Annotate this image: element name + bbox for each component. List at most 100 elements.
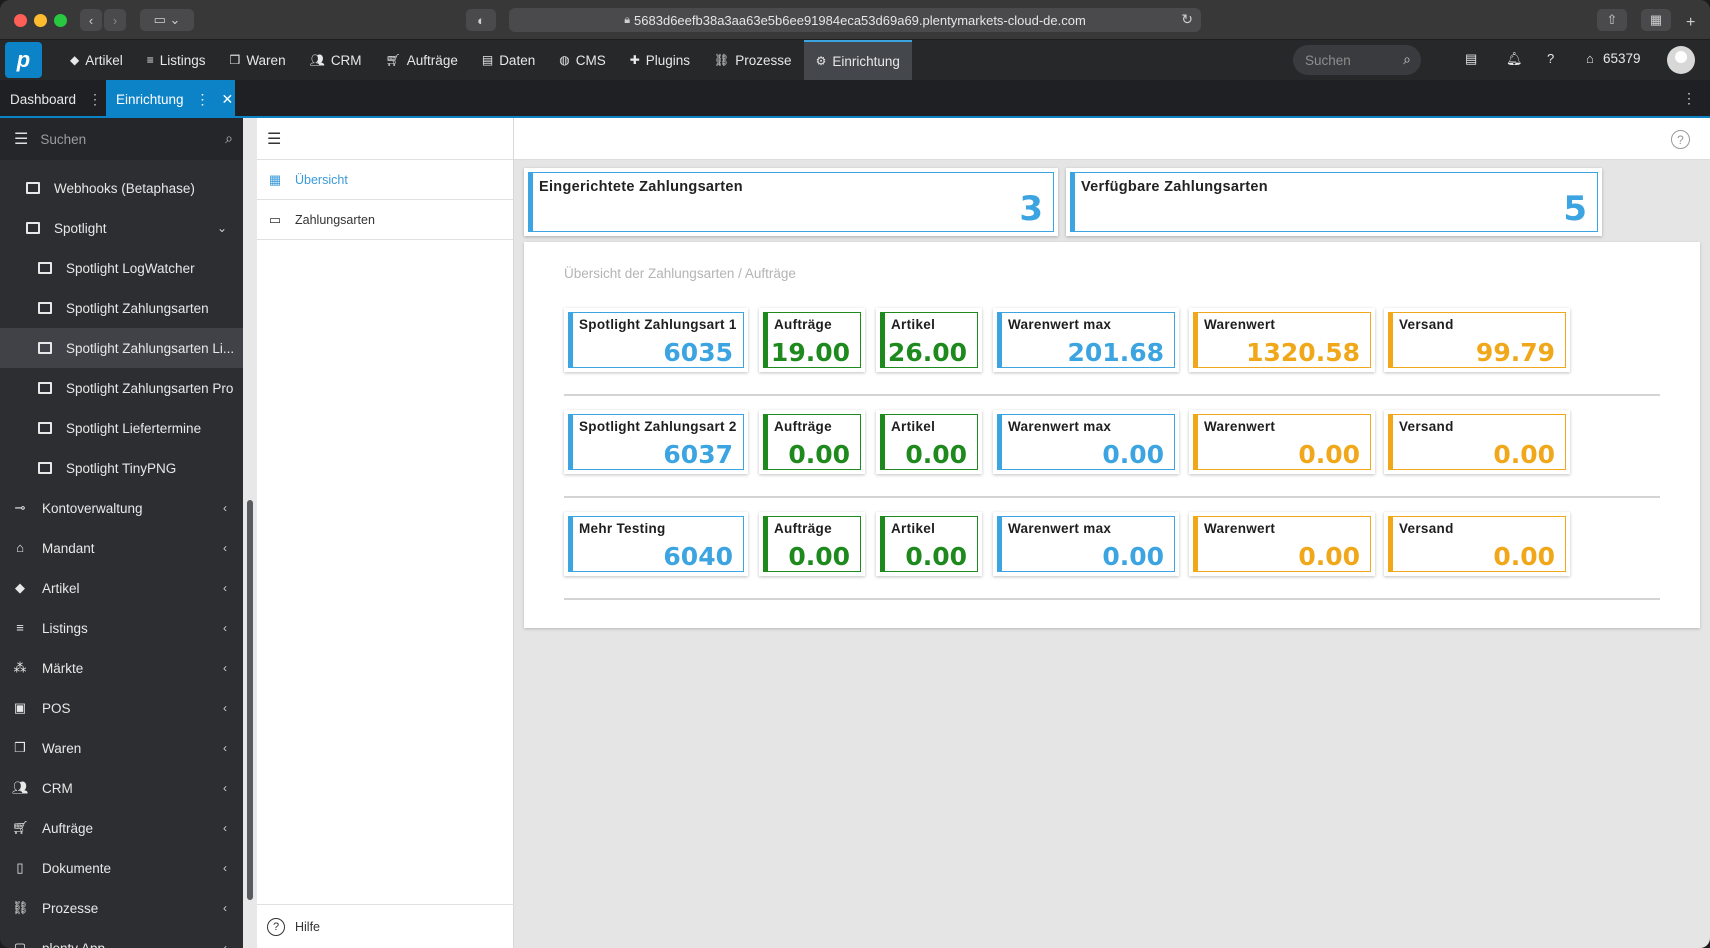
help-icon[interactable]: ? <box>1547 51 1555 66</box>
topnav-item-cms[interactable]: ◍ CMS <box>547 40 617 80</box>
topnav-item-waren[interactable]: ❒ Waren <box>218 40 298 80</box>
more-options-icon[interactable]: ⋮ <box>1682 90 1696 106</box>
back-icon[interactable]: ‹ <box>80 9 102 31</box>
top-search-input[interactable]: Suchen ⌕ <box>1293 45 1421 75</box>
topnav-item-label: Artikel <box>85 52 123 68</box>
sidebar-item-spotlight-logwatcher[interactable]: Spotlight LogWatcher <box>0 248 243 288</box>
stat-card-title: Warenwert max <box>1008 419 1112 434</box>
reload-icon[interactable]: ↻ <box>1181 11 1193 27</box>
share-icon[interactable]: ⇧ <box>1597 9 1627 31</box>
sidebar-item-artikel[interactable]: ◆ Artikel ‹ <box>0 568 243 608</box>
dashboard-icon: ▦ <box>268 171 282 187</box>
sidebar-item-crm[interactable]: 👥︎ CRM ‹ <box>0 768 243 808</box>
bell-icon[interactable]: 🔔︎ <box>1506 51 1523 66</box>
stat-card-value: 1320.58 <box>1246 338 1360 367</box>
sidebar-item-spotlight-tinypng[interactable]: Spotlight TinyPNG <box>0 448 243 488</box>
search-icon[interactable]: ⌕ <box>1403 51 1411 67</box>
window-icon <box>38 302 52 314</box>
sidebar-scrollbar[interactable] <box>247 500 253 900</box>
chat-icon[interactable]: ▤ <box>1465 51 1478 66</box>
close-window-button[interactable] <box>14 14 27 27</box>
chevron-left-icon[interactable]: ‹ <box>223 941 227 948</box>
chevron-left-icon[interactable]: ‹ <box>223 821 227 835</box>
topnav-item-daten[interactable]: ▤ Daten <box>470 40 547 80</box>
submenu-item-overview[interactable]: ▦ Übersicht <box>257 160 513 200</box>
window-icon <box>26 182 40 194</box>
submenu-item-payment-methods[interactable]: ▭ Zahlungsarten <box>257 200 513 240</box>
stat-card-title: Artikel <box>891 419 936 434</box>
top-nav-items: ◆ Artikel ≡ Listings ❒ Waren 👥︎ CRM 🛒︎ Aufträge ▤ D… <box>58 40 912 80</box>
stat-card-value: 0.00 <box>1493 440 1555 469</box>
menu-icon[interactable]: ☰ <box>267 130 282 148</box>
avatar[interactable] <box>1667 46 1695 74</box>
chevron-left-icon[interactable]: ‹ <box>223 781 227 795</box>
sidebar-item-dokumente[interactable]: ▯ Dokumente ‹ <box>0 848 243 888</box>
topnav-item-einrichtung[interactable]: ⚙ Einrichtung <box>803 40 912 80</box>
sidebar-item-pos[interactable]: ▣ POS ‹ <box>0 688 243 728</box>
sidebar-item-aufträge[interactable]: 🛒︎ Aufträge ‹ <box>0 808 243 848</box>
chevron-left-icon[interactable]: ‹ <box>223 501 227 515</box>
stat-card-value: 0.00 <box>1298 542 1360 571</box>
sidebar-item-spotlight[interactable]: Spotlight ⌄ <box>0 208 243 248</box>
chevron-left-icon[interactable]: ‹ <box>223 741 227 755</box>
address-bar[interactable]: 🔒︎ 5683d6eefb38a3aa63e5b6ee91984eca53d69… <box>509 8 1201 32</box>
sidebar-item-listings[interactable]: ≡ Listings ‹ <box>0 608 243 648</box>
tab-bar: Dashboard ⋮ Einrichtung ⋮ ✕ ⋮ <box>0 80 1710 118</box>
topnav-item-crm[interactable]: 👥︎ CRM <box>298 40 374 80</box>
sidebar-item-label: plenty App <box>42 940 106 948</box>
sidebar-item-label: Mandant <box>42 540 95 556</box>
sidebar-item-waren[interactable]: ❒ Waren ‹ <box>0 728 243 768</box>
user-id[interactable]: 65379 <box>1603 51 1641 66</box>
new-tab-icon[interactable]: + <box>1686 14 1696 31</box>
sidebar-item-label: POS <box>42 700 71 716</box>
chevron-left-icon[interactable]: ‹ <box>223 661 227 675</box>
stat-card-value: 0.00 <box>1493 542 1555 571</box>
zoom-window-button[interactable] <box>54 14 67 27</box>
stat-card-value: 99.79 <box>1475 338 1555 367</box>
tab-overview-icon[interactable]: ▦ <box>1641 9 1671 31</box>
sidebar-item-spotlight-zahlungsarten-li[interactable]: Spotlight Zahlungsarten Li... <box>0 328 243 368</box>
stat-card-title: Aufträge <box>774 419 832 434</box>
stat-card-title: Aufträge <box>774 521 832 536</box>
sidebar-item-label: Märkte <box>42 660 84 676</box>
sidebar-item-webhooks-betaphase[interactable]: Webhooks (Betaphase) <box>0 168 243 208</box>
sidebar-item-prozesse[interactable]: ⛓︎ Prozesse ‹ <box>0 888 243 928</box>
sidebar-search-input[interactable]: ☰ Suchen ⌕ <box>0 118 245 160</box>
chevron-left-icon[interactable]: ‹ <box>223 621 227 635</box>
minimize-window-button[interactable] <box>34 14 47 27</box>
topnav-item-listings[interactable]: ≡ Listings <box>135 40 218 80</box>
chevron-down-icon[interactable]: ⌄ <box>216 221 227 235</box>
tab-menu-icon[interactable]: ⋮ <box>88 90 103 107</box>
tab-menu-icon[interactable]: ⋮ <box>195 90 210 107</box>
sidebar-item-spotlight-zahlungsarten-pro[interactable]: Spotlight Zahlungsarten Pro <box>0 368 243 408</box>
sidebar-item-märkte[interactable]: ⁂ Märkte ‹ <box>0 648 243 688</box>
sidebar-item-mandant[interactable]: ⌂ Mandant ‹ <box>0 528 243 568</box>
chevron-left-icon[interactable]: ‹ <box>223 581 227 595</box>
chevron-left-icon[interactable]: ‹ <box>223 901 227 915</box>
topnav-item-aufträge[interactable]: 🛒︎ Aufträge <box>374 40 470 80</box>
sidebar-toggle-icon[interactable]: ▭ ⌄ <box>140 9 194 31</box>
search-icon[interactable]: ⌕ <box>225 130 233 146</box>
stat-card: Warenwert max 0.00 <box>993 512 1179 576</box>
plenty-logo-icon[interactable]: p <box>5 42 42 78</box>
sidebar-item-spotlight-zahlungsarten[interactable]: Spotlight Zahlungsarten <box>0 288 243 328</box>
forward-icon[interactable]: › <box>104 9 126 31</box>
sidebar-item-kontoverwaltung[interactable]: ⊸ Kontoverwaltung ‹ <box>0 488 243 528</box>
tab-einrichtung[interactable]: Einrichtung ⋮ ✕ <box>106 80 235 118</box>
privacy-shield-icon[interactable]: ◐ <box>466 9 496 31</box>
help-icon[interactable]: ? <box>1671 130 1690 149</box>
topnav-item-plugins[interactable]: ✚ Plugins <box>618 40 702 80</box>
chevron-left-icon[interactable]: ‹ <box>223 541 227 555</box>
tab-dashboard[interactable]: Dashboard ⋮ <box>0 80 106 118</box>
topnav-item-artikel[interactable]: ◆ Artikel <box>58 40 135 80</box>
help-link[interactable]: ? Hilfe <box>257 904 514 948</box>
sidebar-item-spotlight-liefertermine[interactable]: Spotlight Liefertermine <box>0 408 243 448</box>
sidebar-item-plenty-app[interactable]: ▢ plenty App ‹ <box>0 928 243 948</box>
topnav-item-prozesse[interactable]: ⛓︎ Prozesse <box>702 40 804 80</box>
pos-icon: ▣ <box>13 700 27 715</box>
chevron-left-icon[interactable]: ‹ <box>223 701 227 715</box>
close-icon[interactable]: ✕ <box>221 90 234 107</box>
menu-icon[interactable]: ☰ <box>14 131 29 148</box>
chevron-left-icon[interactable]: ‹ <box>223 861 227 875</box>
